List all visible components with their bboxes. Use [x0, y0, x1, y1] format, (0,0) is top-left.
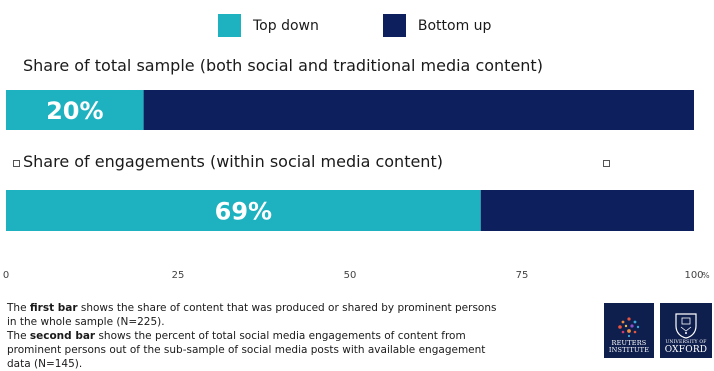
- footnote-1-post: shows the share of content that was prod…: [7, 302, 497, 328]
- stacked-bar-chart: 20% 69% 0 25 50 75 100%: [3, 90, 710, 281]
- legend-swatch-top-down: [218, 14, 241, 37]
- footnote-line-1: The first bar shows the share of content…: [7, 301, 507, 329]
- bar-2-data-label: 69%: [215, 198, 272, 226]
- x-tick-label-75: 75: [516, 270, 529, 281]
- footnote-2-pre: The: [7, 330, 30, 342]
- bar-title-1: Share of total sample (both social and t…: [23, 56, 543, 75]
- reuters-institute-logo: REUTERS INSTITUTE: [604, 303, 654, 358]
- legend-label-top-down: Top down: [253, 17, 319, 34]
- handle-marker-right: [603, 160, 610, 167]
- bar-2-segment-bottom-up: [480, 190, 694, 231]
- footnote-1-bold: first bar: [29, 302, 78, 314]
- university-of-oxford-logo: UNIVERSITY OF OXFORD: [660, 303, 712, 358]
- chart-legend: Top down Bottom up: [218, 14, 517, 37]
- handle-marker-left: [13, 160, 20, 167]
- x-tick-label-50: 50: [344, 270, 357, 281]
- oxford-logo-line-2: OXFORD: [664, 345, 708, 355]
- x-axis-unit: %: [702, 271, 710, 280]
- footnote-2-bold: second bar: [29, 330, 96, 342]
- legend-item-top-down: Top down: [218, 14, 319, 37]
- bar-1-segment-top-down: [6, 90, 144, 130]
- legend-swatch-bottom-up: [382, 14, 406, 37]
- bar-title-2: Share of engagements (within social medi…: [23, 152, 443, 171]
- oxford-crest-icon: [675, 313, 697, 339]
- footnote-1-pre: The: [7, 302, 30, 314]
- chart-footnote: The first bar shows the share of content…: [7, 301, 507, 371]
- bar-1-segment-bottom-up: [143, 90, 695, 130]
- x-tick-label-25: 25: [172, 270, 185, 281]
- legend-label-bottom-up: Bottom up: [417, 17, 492, 34]
- x-tick-label-100: 100: [684, 270, 703, 281]
- bar-2-segment-top-down: [6, 190, 481, 231]
- legend-item-bottom-up: Bottom up: [382, 14, 492, 37]
- x-tick-label-0: 0: [3, 270, 9, 281]
- footnote-line-2: The second bar shows the percent of tota…: [7, 329, 507, 371]
- oxford-logo-line-1: UNIVERSITY OF: [665, 340, 707, 345]
- reuters-logo-line-2: INSTITUTE: [608, 346, 650, 354]
- bar-1-data-label: 20%: [46, 97, 103, 125]
- reuters-logo-line-1: REUTERS: [611, 339, 647, 347]
- reuters-dots-icon: [618, 317, 640, 338]
